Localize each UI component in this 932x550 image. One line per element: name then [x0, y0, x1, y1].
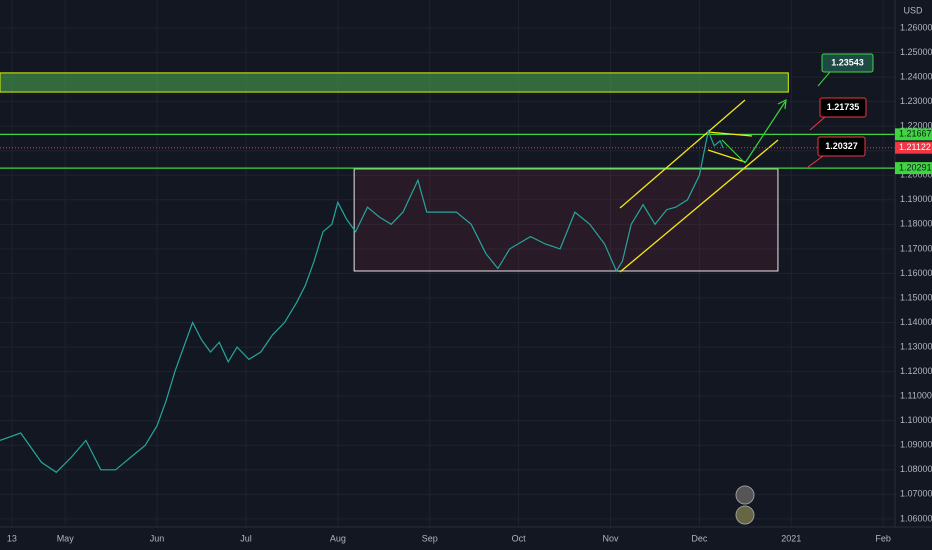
y-tick-label: 1.11000	[900, 391, 932, 401]
supply-zone	[0, 72, 789, 93]
y-tick-label: 1.12000	[900, 366, 932, 376]
callout-box	[819, 97, 867, 118]
y-tick-label: 1.20000	[900, 170, 932, 180]
y-tick-label: 1.07000	[900, 489, 932, 499]
callout-pointer	[807, 155, 824, 168]
x-tick-label: 2021	[781, 533, 801, 543]
x-tick-label: May	[57, 533, 75, 543]
price	[0, 129, 895, 474]
y-tick-label: 1.08000	[900, 464, 932, 474]
price-line	[0, 129, 724, 474]
y-tick-label: 1.19000	[900, 194, 932, 204]
flag-bottom	[707, 149, 746, 163]
flag-top	[707, 131, 753, 137]
channel	[619, 99, 779, 273]
currency: USD	[903, 5, 923, 15]
last-price-tag	[895, 141, 932, 154]
y-tick-label: 1.26000	[900, 22, 932, 32]
logo-circle	[735, 485, 755, 505]
x-tick-label: Sep	[422, 533, 438, 543]
y-tick-label: 1.06000	[900, 513, 932, 523]
channel-lower	[619, 139, 779, 273]
callout-text: 1.21735	[827, 102, 860, 112]
y-tick-label: 1.10000	[900, 415, 932, 425]
logo	[735, 485, 755, 525]
axes: 1.06000 1.07000 1.08000 1.09000 1.10000 1.110…	[7, 22, 932, 543]
callout-pointer	[817, 71, 831, 87]
price-axis	[895, 0, 932, 550]
last-price-text: 1.21122	[899, 142, 931, 152]
level-tag-text: 1.21667	[899, 129, 932, 139]
x-tick-label: Oct	[512, 533, 527, 543]
y-tick-label: 1.15000	[900, 292, 932, 302]
callout-text: 1.23543	[831, 57, 864, 67]
level-tag-text: 1.20291	[899, 162, 932, 172]
x-tick-label: Dec	[691, 533, 708, 543]
arrow-up	[744, 101, 786, 164]
y-tick-label: 1.17000	[900, 243, 932, 253]
x-tick-label: Nov	[602, 533, 619, 543]
level-tag	[895, 128, 932, 141]
arrow-down	[721, 139, 746, 164]
y-tick-label: 1.23000	[900, 96, 932, 106]
range-box	[353, 168, 779, 272]
y-tick-label: 1.22000	[900, 121, 932, 131]
callout-text: 1.20327	[825, 141, 858, 151]
x-tick-label: Aug	[330, 533, 346, 543]
y-tick-label: 1.13000	[900, 341, 932, 351]
arrows	[721, 98, 787, 164]
arrow-head	[777, 98, 787, 110]
y-tick-label: 1.16000	[900, 268, 932, 278]
x-tick-label: 13	[7, 533, 17, 543]
x-tick-label: Jul	[240, 533, 252, 543]
callout-box	[821, 53, 874, 73]
logo-circle	[735, 505, 755, 525]
callout-box	[817, 136, 866, 157]
y-tick-label: 1.25000	[900, 47, 932, 57]
x-tick-label: Jun	[150, 533, 165, 543]
level-tag	[895, 162, 932, 175]
y-tick-label: 1.24000	[900, 71, 932, 81]
y-tick-label: 1.18000	[900, 219, 932, 229]
channel-upper	[619, 99, 746, 209]
callouts: 1.23543 1.21735 1.20327	[807, 53, 874, 168]
callout-pointer	[809, 116, 826, 131]
drawings	[0, 72, 895, 272]
y-tick-label: 1.14000	[900, 317, 932, 327]
time-axis	[0, 527, 932, 550]
y-tick-label: 1.09000	[900, 440, 932, 450]
x-tick-label: Feb	[875, 533, 891, 543]
